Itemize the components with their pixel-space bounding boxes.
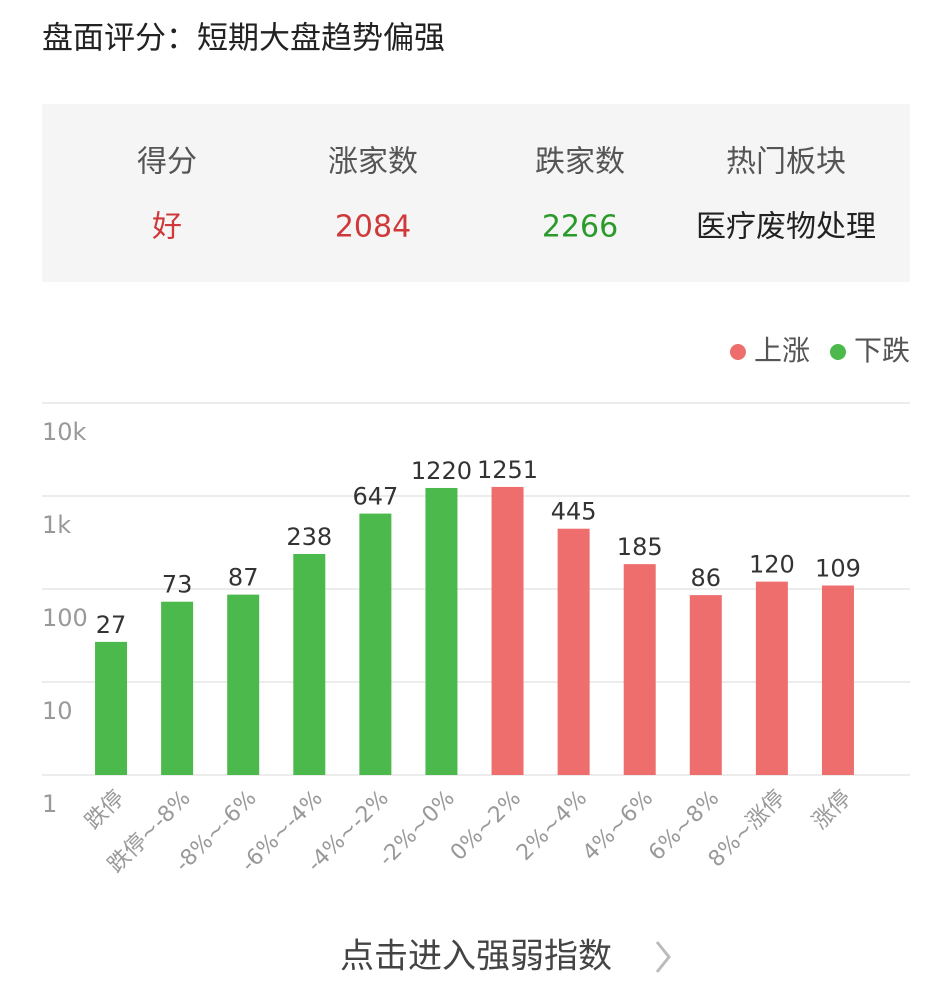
summary-value: 医疗废物处理 (696, 210, 876, 245)
bar (95, 641, 128, 775)
x-tick-label: 涨停 (808, 786, 857, 835)
x-tick-label: 2%~4% (512, 786, 592, 866)
legend-marker (829, 344, 846, 360)
bar (293, 553, 326, 775)
summary-value: 好 (152, 210, 182, 245)
y-tick-label: 1k (42, 511, 71, 539)
bar (359, 513, 392, 775)
bar (227, 594, 260, 775)
x-tick-label: 跌停 (81, 786, 130, 835)
y-tick-label: 10 (42, 697, 73, 725)
chevron-icon[interactable] (655, 941, 671, 973)
bar (425, 487, 458, 775)
data-label: 86 (691, 564, 722, 592)
data-label: 109 (815, 555, 861, 583)
y-tick-label: 10k (42, 418, 87, 446)
data-label: 87 (228, 564, 259, 592)
bar (689, 595, 722, 775)
y-tick-label: 1 (42, 790, 57, 818)
x-tick-label: 4%~6% (578, 786, 658, 866)
y-tick-label: 100 (42, 604, 88, 632)
data-label: 647 (352, 483, 398, 511)
x-tick-label: 0%~2% (446, 786, 526, 866)
data-label: 1220 (411, 457, 472, 485)
bar (755, 581, 788, 775)
data-label: 27 (96, 611, 127, 639)
summary-panel (42, 104, 910, 282)
bar (623, 564, 656, 775)
data-label: 120 (749, 551, 795, 579)
bar (821, 585, 854, 775)
data-label: 1251 (477, 456, 538, 484)
summary-value: 2266 (542, 210, 618, 245)
summary-label: 热门板块 (726, 145, 846, 180)
data-label: 238 (286, 523, 332, 551)
data-label: 445 (551, 498, 597, 526)
legend-label: 上涨 (754, 334, 810, 367)
summary-label: 得分 (137, 145, 197, 180)
summary-label: 涨家数 (328, 145, 418, 180)
bar (491, 486, 524, 775)
bar (161, 601, 194, 775)
summary-label: 跌家数 (535, 145, 625, 180)
legend-marker (729, 344, 746, 360)
legend-label: 下跌 (854, 334, 910, 367)
footer-link[interactable]: 点击进入强弱指数 (340, 937, 671, 977)
footer-link-text[interactable]: 点击进入强弱指数 (340, 937, 612, 977)
data-label: 73 (162, 571, 193, 599)
page-title: 盘面评分：短期大盘趋势偏强 (42, 21, 445, 57)
data-label: 185 (617, 533, 663, 561)
summary-value: 2084 (335, 210, 411, 245)
bar (557, 528, 590, 775)
